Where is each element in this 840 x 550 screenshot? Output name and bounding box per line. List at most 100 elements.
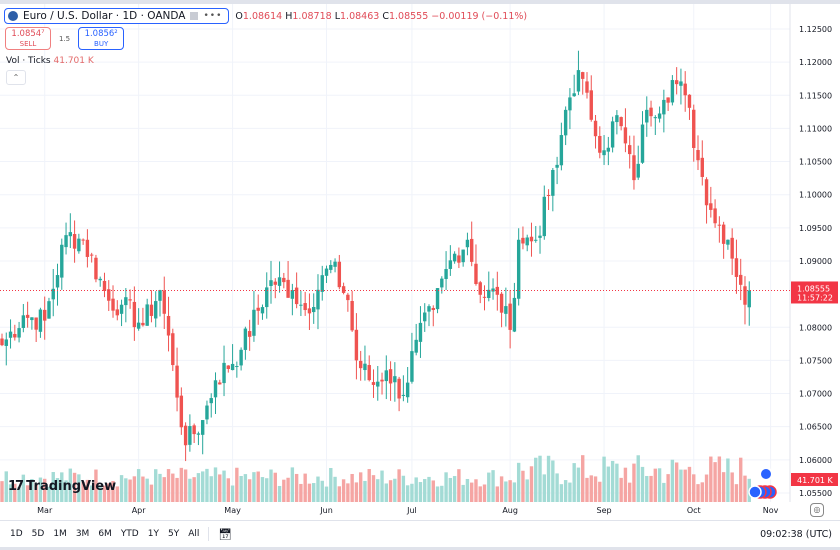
candle [465, 232, 470, 256]
candle [521, 226, 525, 250]
candle-body [307, 308, 312, 314]
candle [200, 419, 205, 455]
candle-body [521, 237, 525, 244]
candle-body [124, 297, 128, 306]
candle-body [128, 299, 132, 301]
symbol-selector[interactable]: Euro / U.S. Dollar · 1D · OANDA ••• [4, 8, 230, 24]
candle-body [290, 290, 295, 299]
volume-bar [726, 458, 730, 502]
volume-bar [55, 478, 60, 502]
candle [235, 361, 239, 378]
candle [649, 100, 653, 127]
tradingview-logo[interactable]: 17 TradingView [8, 479, 117, 494]
candle [8, 319, 13, 349]
candle-body [17, 328, 21, 338]
volume-bar [290, 467, 295, 502]
volume-bar [581, 455, 585, 502]
volume-bar [730, 472, 734, 502]
volume-bar [8, 484, 13, 502]
candle-body [183, 425, 188, 446]
range-5y[interactable]: 5Y [167, 529, 180, 539]
candle-body [414, 339, 418, 353]
candle [260, 304, 265, 320]
range-ytd[interactable]: YTD [120, 529, 139, 539]
volume-bar [427, 476, 431, 502]
sell-button[interactable]: 1.0854⁷ SELL [5, 27, 51, 50]
candle [470, 221, 474, 267]
clock[interactable]: 09:02:38 (UTC) [760, 529, 832, 540]
volume-bar [350, 473, 354, 502]
range-1m[interactable]: 1M [53, 529, 67, 539]
candle-body [312, 306, 316, 313]
candle-body [687, 94, 692, 108]
candle-body [734, 258, 739, 277]
candlestick-chart[interactable]: 1.12500 1.12000 1.11500 1.11000 1.10500 1.100… [0, 4, 840, 502]
candle-body [273, 281, 277, 285]
volume-bar [713, 462, 717, 502]
volume-bar [111, 480, 115, 502]
range-6m[interactable]: 6M [98, 529, 112, 539]
candle [418, 306, 423, 358]
candle-body [657, 113, 662, 119]
settings-icon[interactable]: ◎ [810, 503, 824, 517]
candle [516, 228, 521, 306]
volume-bar [516, 462, 521, 502]
volume-bar [704, 474, 709, 502]
range-all[interactable]: All [188, 529, 200, 539]
volume-bar [384, 483, 388, 502]
volume-bar [542, 474, 546, 502]
flag-icon[interactable] [190, 12, 199, 20]
bottom-border [0, 547, 840, 550]
collapse-legend-button[interactable]: ⌃ [6, 70, 26, 85]
candle-body [431, 307, 435, 311]
candle [598, 126, 602, 159]
volume-bar [277, 485, 282, 502]
volume-bar [512, 482, 517, 502]
volume-bar [640, 466, 645, 502]
candle [414, 323, 418, 356]
volume-bar [218, 474, 222, 502]
candle-body [534, 239, 538, 241]
candle-body [107, 289, 111, 301]
candle-body [632, 155, 636, 181]
volume-bar [657, 468, 662, 502]
candle-body [119, 304, 124, 314]
candle-body [555, 164, 559, 168]
price-tick: 1.11500 [799, 91, 832, 100]
volume-bar [589, 475, 593, 502]
range-selector: 1D 5D 1M 3M 6M YTD 1Y 5Y All [10, 529, 199, 539]
candle-body [149, 304, 154, 316]
candle-body [25, 314, 30, 318]
volume-bar [124, 478, 128, 502]
countdown-text: 11:57:22 [797, 293, 833, 302]
candle [568, 88, 572, 130]
range-5d[interactable]: 5D [31, 529, 45, 539]
candle-body [175, 365, 179, 398]
candle-body [452, 253, 457, 262]
volume-bar [525, 479, 529, 502]
calendar-goto-icon[interactable]: 📅︎ [218, 527, 233, 541]
range-3m[interactable]: 3M [75, 529, 90, 539]
volume-bar [414, 477, 418, 502]
candle-body [610, 121, 615, 148]
volume-bar [598, 481, 602, 502]
time-tick: Mar [37, 506, 53, 515]
last-price-label-bg [791, 281, 838, 304]
volume-bar [465, 478, 470, 502]
candle [367, 355, 371, 382]
time-axis[interactable]: Mar Apr May Jun Jul Aug Sep Oct Nov [0, 502, 790, 520]
range-1y[interactable]: 1Y [147, 529, 159, 539]
candle [679, 68, 683, 105]
more-icon[interactable]: ••• [203, 11, 223, 21]
candle [94, 254, 98, 283]
candle [734, 239, 739, 294]
candle-body [8, 331, 13, 338]
candle-body [516, 239, 521, 299]
candle-body [405, 382, 410, 398]
volume-bar [51, 472, 55, 502]
candle [593, 115, 598, 149]
buy-button[interactable]: 1.0856² BUY [78, 27, 125, 50]
range-1d[interactable]: 1D [10, 529, 23, 539]
volume-bar [495, 486, 500, 502]
volume-bar [43, 478, 47, 502]
